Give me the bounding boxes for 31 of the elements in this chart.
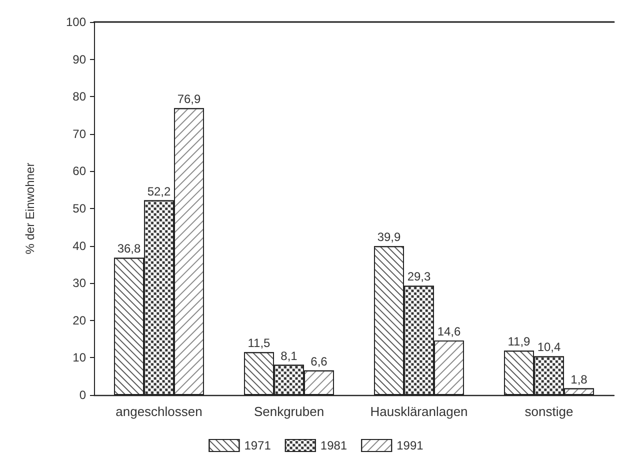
y-tick-label: 50 bbox=[72, 202, 86, 216]
y-tick-label: 90 bbox=[72, 52, 86, 66]
y-tick-label: 60 bbox=[72, 164, 86, 178]
y-tick-label: 80 bbox=[72, 90, 86, 104]
legend-label: 1981 bbox=[320, 438, 348, 452]
x-tick-label: sonstige bbox=[524, 404, 574, 419]
x-tick-label: angeschlossen bbox=[116, 404, 202, 419]
data-label: 8,1 bbox=[280, 348, 298, 363]
y-tick-label: 0 bbox=[79, 388, 86, 402]
data-label: 39,9 bbox=[377, 230, 401, 244]
data-label: 76,9 bbox=[177, 92, 201, 106]
y-tick-label: 70 bbox=[72, 126, 86, 141]
legend-label: 1991 bbox=[396, 438, 424, 452]
y-tick-label: 10 bbox=[72, 350, 86, 365]
data-label: 6,6 bbox=[310, 354, 328, 368]
data-label: 29,3 bbox=[407, 270, 431, 284]
y-tick-label: 100 bbox=[66, 15, 86, 29]
data-label: 52,2 bbox=[147, 184, 171, 198]
y-tick-label: 30 bbox=[72, 276, 86, 290]
data-label: 36,8 bbox=[117, 242, 141, 256]
data-label: 11,5 bbox=[248, 336, 271, 350]
data-label: 11,9 bbox=[508, 334, 531, 349]
legend-label: 1971 bbox=[244, 438, 272, 452]
data-label: 14,6 bbox=[437, 324, 461, 339]
data-label: 10,4 bbox=[537, 340, 561, 354]
data-label: 1,8 bbox=[570, 372, 588, 386]
y-tick-label: 40 bbox=[72, 238, 86, 253]
y-tick-label: 20 bbox=[72, 313, 86, 328]
x-tick-label: Hauskläranlagen bbox=[370, 404, 468, 419]
y-axis-title: % der Einwohner bbox=[23, 162, 37, 254]
x-tick-label: Senkgruben bbox=[254, 404, 324, 419]
